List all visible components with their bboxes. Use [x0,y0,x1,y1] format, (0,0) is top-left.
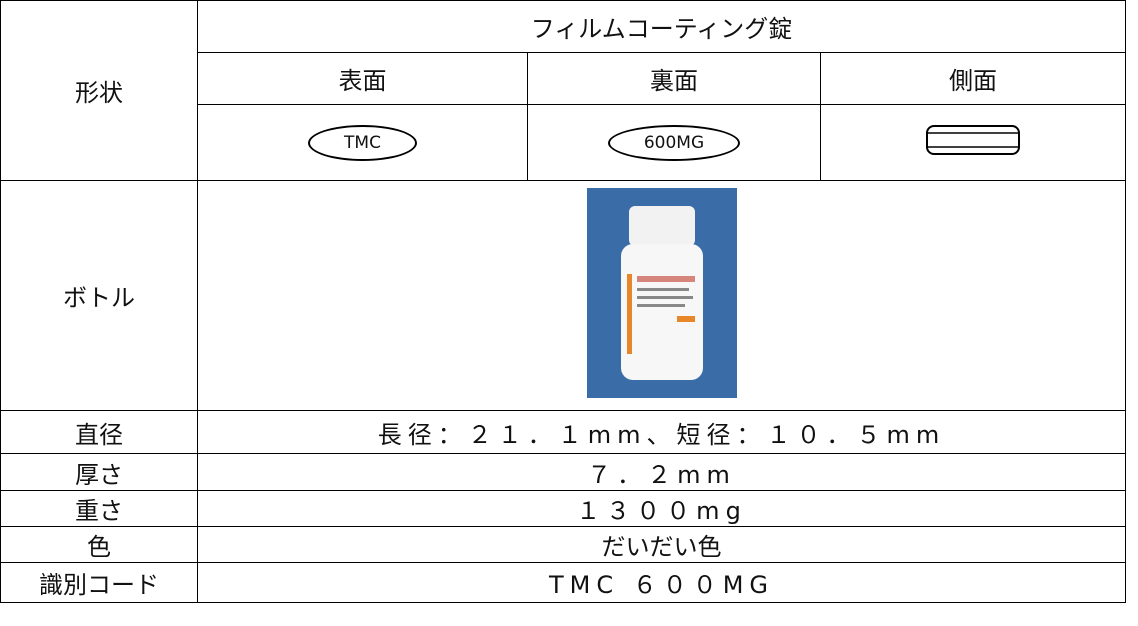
row-label: 識別コード [0,562,198,603]
row-label: 重さ [0,490,198,527]
row-value: １３００mg [196,490,1127,527]
row-value: だいだい色 [196,526,1127,563]
bottle-label: ボトル [0,180,198,411]
row-label: 直径 [0,410,198,454]
view-label: 側面 [819,52,1127,105]
row-value: TMC ６００MG [196,562,1127,603]
tablet-type: フィルムコーティング錠 [196,0,1127,53]
row-value: 長径：２１．１mm、短径：１０．５mm [196,410,1127,454]
row-label: 色 [0,526,198,563]
bottle-image [586,187,737,398]
shape-label: 形状 [0,0,198,181]
imprint: 600MG [607,124,741,161]
side-view [926,124,1020,155]
info-table: 形状 フィルムコーティング錠 表面 裏面 側面 TMC 600MG ボトル [0,0,1127,603]
row-label: 厚さ [0,453,198,491]
bottle-cell [196,180,1127,411]
imprint: TMC [308,124,417,161]
front-cell: TMC [197,104,528,181]
side-cell [819,104,1127,181]
row-value: ７．２mm [196,453,1127,491]
view-label: 裏面 [527,52,821,105]
view-label: 表面 [197,52,528,105]
back-cell: 600MG [527,104,821,181]
